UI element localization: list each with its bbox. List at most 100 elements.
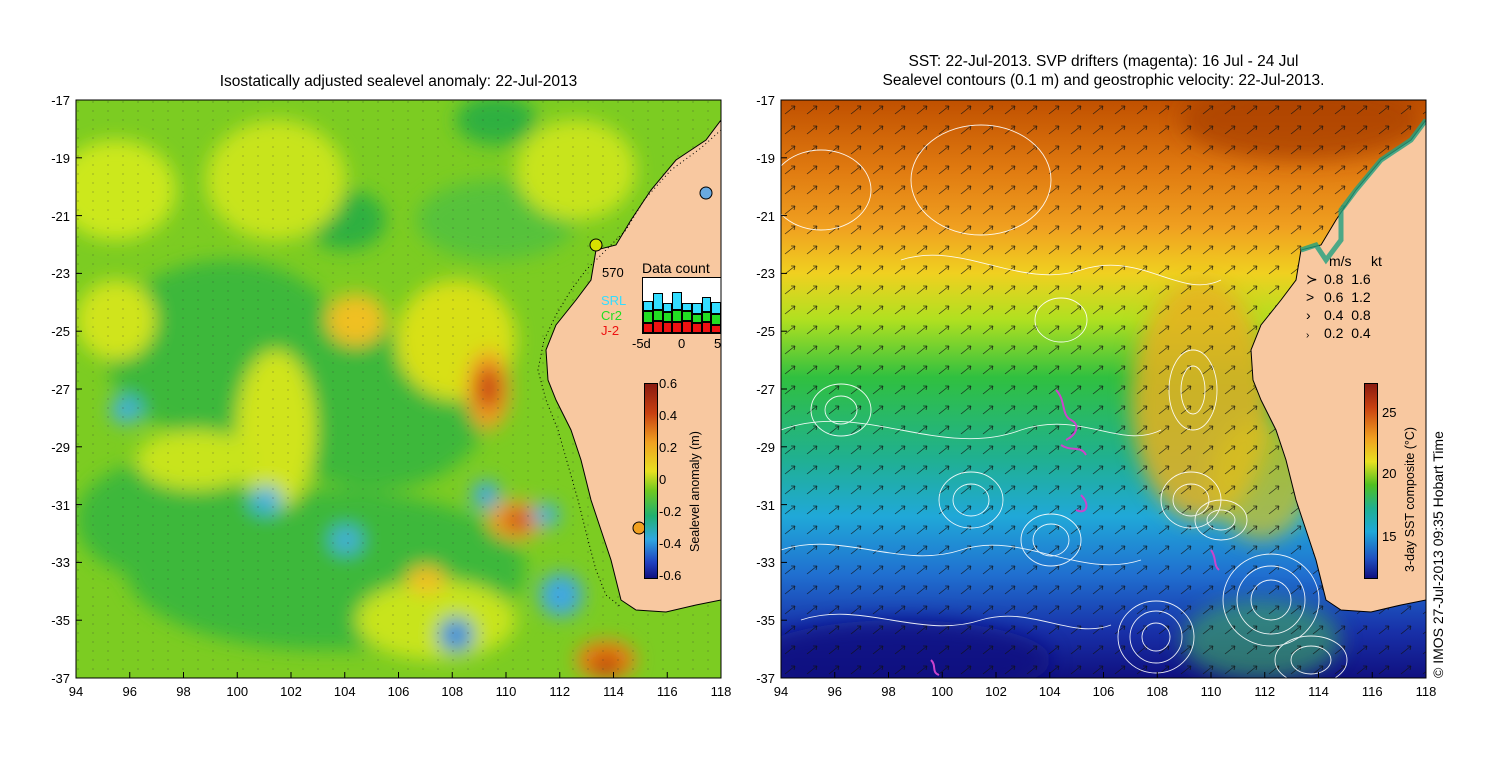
right-lon-tick-label: 112: [1254, 684, 1276, 699]
right-lat-tick-label: -37: [756, 671, 775, 686]
data-count-bar-srl: [643, 301, 653, 311]
sealevel-cbar-tick-0.6: 0.6: [659, 376, 678, 391]
data-count-bar-cr2: [711, 314, 721, 326]
velocity-legend-ms: 0.2: [1324, 325, 1344, 341]
arrow-icon: ≻: [1306, 271, 1318, 287]
left-lon-tick-label: 96: [122, 684, 137, 699]
arrow-icon: >: [1306, 289, 1315, 305]
data-count-bar-j2: [672, 322, 682, 333]
right-lon-tick-label: 100: [931, 684, 954, 699]
right-lon-tick-label: 116: [1361, 684, 1383, 699]
data-count-bar-cr2: [652, 309, 663, 321]
right-lat-tick-label: -27: [756, 382, 775, 397]
velocity-legend-ms: 0.8: [1324, 271, 1344, 287]
right-lon-tick-label: 102: [985, 684, 1007, 699]
sst-cbar-tick-15: 15: [1382, 529, 1397, 544]
left-lon-tick-label: 114: [603, 684, 624, 699]
right-lon-tick-label: 110: [1200, 684, 1222, 699]
left-panel-title: Isostatically adjusted sealevel anomaly:…: [219, 73, 578, 90]
left-lat-tick-label: -31: [51, 497, 70, 513]
sealevel-anomaly-map[interactable]: 570 Data count SRL Cr2 J-2 -5d 0 5: [76, 100, 721, 678]
sealevel-cbar-tick-0: 0: [659, 472, 667, 487]
velocity-legend-row-0.2: › 0.2 0.4: [1306, 325, 1371, 341]
left-lat-tick-label: -29: [51, 439, 70, 455]
left-lat-tick-label: -27: [51, 382, 70, 397]
right-lon-tick-label: 118: [1415, 684, 1437, 699]
right-panel-title-line2: Sealevel contours (0.1 m) and geostrophi…: [882, 72, 1325, 89]
data-count-bar-cr2: [701, 312, 712, 322]
data-count-xtick-0: 0: [678, 336, 686, 351]
data-count-xtick-5: 5: [714, 336, 721, 351]
right-lon-tick-label: 94: [773, 684, 789, 699]
right-lon-tick-label: 114: [1308, 684, 1329, 699]
right-lon-tick-label: 108: [1146, 684, 1169, 699]
right-lat-tick-label: -29: [756, 439, 775, 455]
velocity-legend-row-0.8: ≻ 0.8 1.6: [1306, 271, 1371, 288]
sst-field: [781, 100, 1426, 678]
data-count-bar-j2: [643, 323, 653, 333]
right-lat-tick-label: -17: [756, 93, 775, 108]
sealevel-colorbar: [644, 383, 658, 579]
velocity-legend-kt: 0.4: [1351, 325, 1371, 341]
data-count-bar-cr2: [672, 309, 682, 322]
left-lon-tick-label: 94: [68, 684, 84, 699]
left-lon-tick-label: 102: [280, 684, 302, 699]
sealevel-cbar-tick--0.2: -0.2: [659, 504, 682, 519]
data-count-bar-j2: [701, 322, 712, 333]
left-lat-tick-label: -37: [51, 671, 70, 686]
velocity-legend-kt: 1.2: [1351, 289, 1371, 305]
data-count-bar-srl: [662, 303, 673, 313]
right-lat-tick-label: -21: [756, 208, 775, 224]
right-panel-title-line1: SST: 22-Jul-2013. SVP drifters (magenta)…: [908, 53, 1299, 70]
imos-credit: © IMOS 27-Jul-2013 09:35 Hobart Time: [1430, 431, 1446, 678]
right-lon-tick-label: 106: [1092, 684, 1115, 699]
data-count-bar-srl: [701, 296, 712, 313]
velocity-legend-kt: 0.8: [1351, 307, 1371, 323]
left-lat-tick-label: -19: [51, 150, 70, 166]
right-lon-tick-label: 104: [1038, 684, 1061, 699]
data-count-histogram: [642, 277, 721, 334]
data-count-bar-j2: [691, 323, 702, 333]
right-lat-tick-label: -19: [756, 150, 775, 166]
data-count-max: 570: [602, 265, 624, 280]
left-lon-tick-label: 98: [176, 684, 191, 699]
left-lon-tick-label: 108: [441, 684, 464, 699]
data-count-title: Data count: [642, 260, 710, 276]
sealevel-cbar-tick-0.4: 0.4: [659, 408, 678, 423]
data-count-bar-j2: [711, 325, 721, 333]
left-lon-tick-label: 104: [333, 684, 356, 699]
sealevel-cbar-tick--0.4: -0.4: [659, 536, 682, 551]
velocity-legend-header-kt: kt: [1371, 253, 1382, 269]
velocity-legend-ms: 0.4: [1324, 307, 1344, 323]
arrow-icon: ›: [1306, 330, 1310, 341]
sst-colorbar: [1364, 383, 1378, 579]
data-count-bar-cr2: [691, 314, 702, 324]
left-lon-tick-label: 112: [549, 684, 571, 699]
left-lat-tick-label: -23: [51, 266, 70, 282]
right-lon-tick-label: 96: [827, 684, 842, 699]
velocity-legend-header-ms: m/s: [1329, 253, 1352, 269]
data-count-xtick-neg5: -5d: [632, 336, 651, 351]
data-count-bar-srl: [691, 303, 702, 315]
sst-map[interactable]: m/s kt ≻ 0.8 1.6 >0.6 1.2 › 0.4 0.8 › 0.2 0…: [781, 100, 1426, 678]
data-count-series-srl: SRL: [601, 293, 627, 308]
sealevel-cbar-label: Sealevel anomaly (m): [688, 431, 702, 552]
data-count-series-cr2: Cr2: [601, 308, 622, 323]
left-lat-tick-label: -17: [51, 93, 70, 108]
data-count-bar-srl: [711, 302, 721, 315]
right-lat-tick-label: -33: [756, 555, 775, 571]
data-count-bar-j2: [682, 320, 692, 333]
data-count-bar-srl: [672, 292, 682, 310]
left-lat-tick-label: -21: [51, 208, 70, 224]
data-count-bar-j2: [652, 320, 663, 333]
left-lon-tick-label: 118: [710, 684, 732, 699]
sst-cbar-tick-20: 20: [1382, 466, 1397, 481]
right-lat-tick-label: -23: [756, 266, 775, 282]
velocity-legend-ms: 0.6: [1324, 289, 1344, 305]
data-count-bar-cr2: [662, 312, 673, 322]
left-lon-tick-label: 106: [387, 684, 410, 699]
left-lon-tick-label: 116: [656, 684, 678, 699]
right-lat-tick-label: -31: [756, 497, 775, 513]
sealevel-anomaly-field: [76, 100, 721, 678]
data-count-bar-srl: [682, 303, 692, 311]
